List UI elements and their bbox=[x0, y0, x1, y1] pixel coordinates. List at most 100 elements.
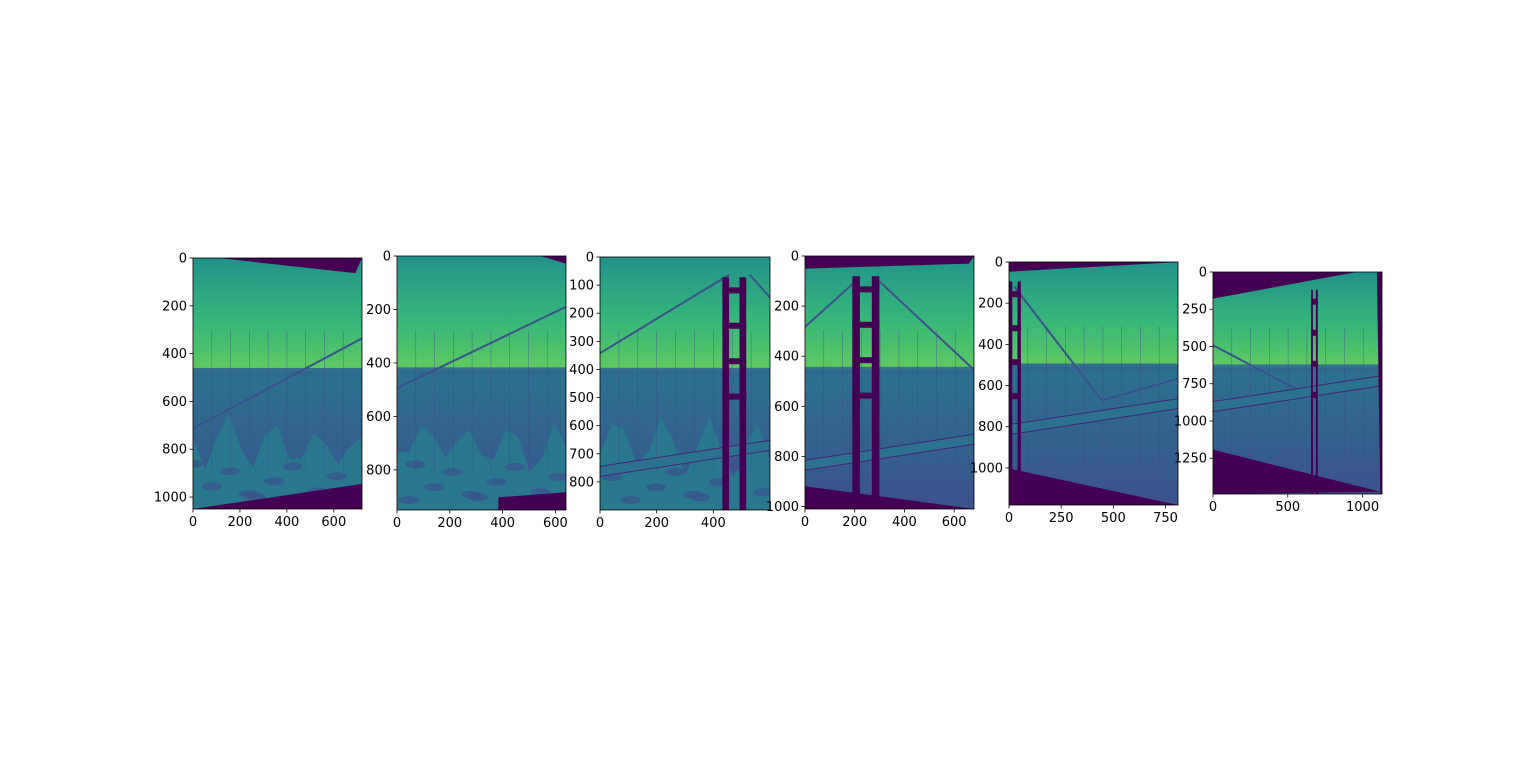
y-tick-label: 800 bbox=[569, 475, 594, 490]
subplot-1: 0 200 400 600 0 200 400 600 800 1000 bbox=[154, 252, 363, 530]
horizon-glow bbox=[1009, 356, 1178, 363]
y-tick-label: 500 bbox=[569, 391, 594, 406]
tower-strut bbox=[1311, 298, 1318, 305]
y-tick-label: 0 bbox=[586, 251, 594, 266]
y-tick-label: 0 bbox=[791, 250, 799, 265]
tower-strut bbox=[852, 392, 880, 399]
y-tick-label: 1250 bbox=[1174, 452, 1207, 467]
horizon-band bbox=[397, 367, 566, 376]
y-tick-label: 800 bbox=[774, 450, 799, 465]
tower-strut bbox=[852, 321, 880, 328]
y-tick-label: 800 bbox=[162, 443, 187, 458]
image-4 bbox=[805, 256, 974, 509]
x-tick-label: 400 bbox=[274, 515, 299, 530]
image-1 bbox=[193, 258, 362, 509]
rock-shadow bbox=[264, 477, 285, 486]
warp-border bbox=[1213, 449, 1381, 494]
subplot-3: 0 200 400 0 100 200 300 400 500 600 700 800 bbox=[569, 251, 771, 531]
y-tick-label: 400 bbox=[978, 338, 1003, 353]
y-tick-label: 250 bbox=[1182, 303, 1207, 318]
warp-border bbox=[1213, 272, 1357, 299]
sky-region bbox=[397, 256, 566, 371]
x-tick-label: 0 bbox=[1005, 511, 1013, 526]
main-cable bbox=[600, 273, 730, 354]
x-tick-label: 400 bbox=[892, 515, 917, 530]
x-tick-label: 750 bbox=[1153, 511, 1178, 526]
main-cable bbox=[878, 280, 974, 371]
horizon-band bbox=[1009, 363, 1178, 372]
rock-shadow bbox=[442, 467, 463, 476]
y-tick-label: 200 bbox=[774, 300, 799, 315]
y-tick-label: 400 bbox=[774, 350, 799, 365]
tower-strut bbox=[1311, 360, 1318, 367]
horizon-band bbox=[805, 366, 974, 375]
bridge-tower bbox=[1009, 281, 1021, 505]
warp-border bbox=[805, 256, 974, 269]
tower-strut bbox=[852, 286, 880, 293]
y-tick-label: 400 bbox=[366, 356, 391, 371]
rock-shadow bbox=[398, 495, 419, 504]
y-tick-label: 0 bbox=[1199, 266, 1207, 281]
tower-strut bbox=[722, 287, 747, 294]
image-6 bbox=[1213, 272, 1382, 494]
axes-frame bbox=[396, 255, 567, 511]
tower-strut bbox=[852, 357, 880, 364]
warp-border bbox=[1009, 468, 1178, 505]
bridge-deck bbox=[805, 433, 974, 471]
rock-shadow bbox=[282, 462, 303, 471]
rock-shadow bbox=[486, 478, 507, 487]
y-tick-label: 0 bbox=[383, 250, 391, 265]
main-cable bbox=[805, 280, 857, 328]
tower-strut bbox=[1311, 329, 1318, 336]
x-tick-label: 600 bbox=[942, 515, 967, 530]
rock-shadow bbox=[424, 483, 445, 492]
x-tick-label: 0 bbox=[189, 515, 197, 530]
rock-shadow bbox=[620, 495, 641, 504]
x-tick-label: 0 bbox=[1209, 500, 1217, 515]
horizon-band bbox=[600, 367, 770, 376]
rock-shadow bbox=[646, 483, 667, 492]
horizon-band bbox=[1213, 364, 1382, 373]
warp-border bbox=[498, 492, 566, 510]
axes-frame bbox=[1212, 271, 1383, 495]
x-tick-label: 500 bbox=[1275, 500, 1300, 515]
bridge-deck bbox=[1213, 375, 1382, 413]
main-cable bbox=[1213, 344, 1298, 391]
warp-border bbox=[218, 258, 362, 274]
horizon-glow bbox=[600, 360, 770, 367]
axes-frame bbox=[599, 256, 771, 511]
y-tick-label: 0 bbox=[995, 256, 1003, 271]
rock-shadow bbox=[238, 489, 259, 498]
main-cable bbox=[193, 337, 362, 430]
rock-foreground bbox=[193, 413, 362, 509]
y-tick-label: 200 bbox=[978, 297, 1003, 312]
x-tick-label: 500 bbox=[1101, 511, 1126, 526]
y-tick-label: 1000 bbox=[1174, 414, 1207, 429]
y-tick-label: 800 bbox=[366, 463, 391, 478]
y-tick-label: 400 bbox=[162, 347, 187, 362]
tower-strut bbox=[1311, 391, 1318, 398]
tower-leg bbox=[739, 277, 747, 510]
warp-border bbox=[805, 486, 974, 509]
y-tick-label: 600 bbox=[162, 395, 187, 410]
x-tick-label: 0 bbox=[801, 515, 809, 530]
rock-shadow bbox=[220, 467, 241, 476]
subplot-2: 0 200 400 600 0 200 400 600 800 bbox=[366, 250, 568, 532]
tower-strut bbox=[722, 358, 747, 365]
y-tick-label: 600 bbox=[978, 379, 1003, 394]
warp-border bbox=[540, 256, 566, 264]
bridge-deck bbox=[1009, 398, 1178, 436]
x-tick-label: 600 bbox=[321, 515, 346, 530]
sky-region bbox=[1009, 262, 1178, 367]
x-tick-label: 400 bbox=[701, 516, 726, 531]
image-5 bbox=[1009, 262, 1178, 505]
y-tick-label: 1000 bbox=[154, 491, 187, 506]
tower-leg bbox=[722, 277, 730, 510]
x-tick-label: 200 bbox=[842, 515, 867, 530]
tower-strut bbox=[1009, 393, 1021, 400]
main-cable bbox=[1101, 377, 1178, 402]
rock-shadow bbox=[201, 482, 222, 491]
y-tick-label: 500 bbox=[1182, 340, 1207, 355]
